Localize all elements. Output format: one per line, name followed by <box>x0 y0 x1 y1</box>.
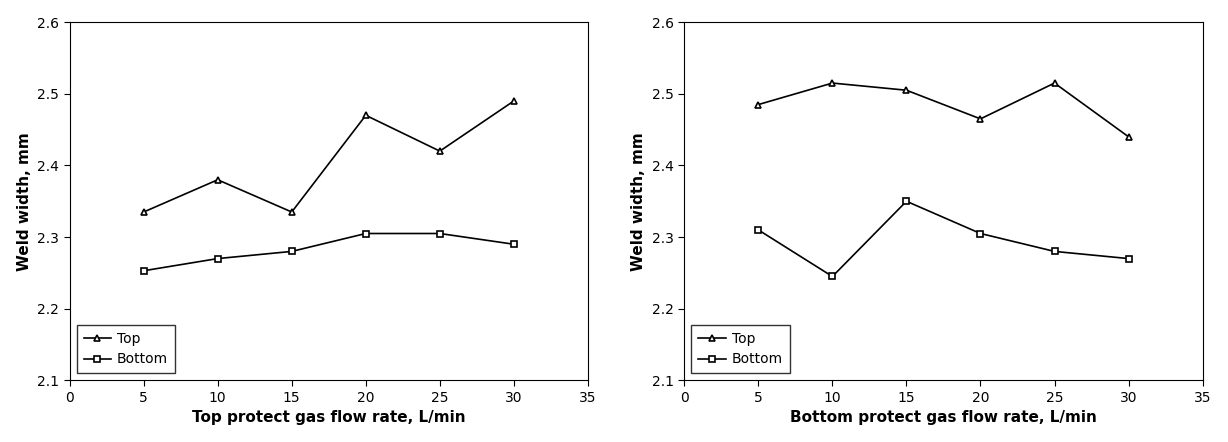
Bottom <box>973 231 987 236</box>
Bottom <box>899 198 914 204</box>
Bottom <box>210 256 225 261</box>
Top <box>1121 134 1136 139</box>
Top <box>359 113 373 118</box>
Top <box>973 116 987 122</box>
Top <box>752 102 766 107</box>
Line: Bottom: Bottom <box>755 198 1132 280</box>
Bottom <box>359 231 373 236</box>
Y-axis label: Weld width, mm: Weld width, mm <box>631 132 646 271</box>
Bottom <box>1121 256 1136 261</box>
Bottom <box>752 227 766 232</box>
Y-axis label: Weld width, mm: Weld width, mm <box>17 132 32 271</box>
Top <box>210 177 225 183</box>
Line: Top: Top <box>755 80 1132 140</box>
Legend: Top, Bottom: Top, Bottom <box>76 324 174 373</box>
Line: Bottom: Bottom <box>140 230 517 274</box>
Top <box>1047 80 1062 86</box>
Top <box>136 210 151 215</box>
Line: Top: Top <box>140 98 517 216</box>
Legend: Top, Bottom: Top, Bottom <box>691 324 790 373</box>
Bottom <box>432 231 447 236</box>
X-axis label: Top protect gas flow rate, L/min: Top protect gas flow rate, L/min <box>192 410 465 425</box>
Bottom <box>285 249 300 254</box>
Top <box>825 80 840 86</box>
Top <box>285 210 300 215</box>
Top <box>432 149 447 154</box>
Top <box>899 88 914 93</box>
Top <box>506 98 521 103</box>
Bottom <box>506 242 521 247</box>
Bottom <box>1047 249 1062 254</box>
Bottom <box>825 274 840 279</box>
Bottom <box>136 268 151 274</box>
X-axis label: Bottom protect gas flow rate, L/min: Bottom protect gas flow rate, L/min <box>790 410 1097 425</box>
